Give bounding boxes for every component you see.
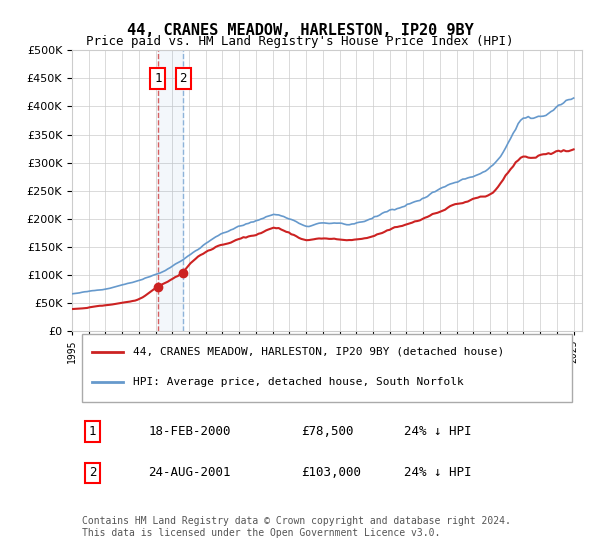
Text: 2: 2 [179, 72, 187, 85]
Text: £78,500: £78,500 [302, 425, 354, 438]
Text: 18-FEB-2000: 18-FEB-2000 [149, 425, 231, 438]
Text: Price paid vs. HM Land Registry's House Price Index (HPI): Price paid vs. HM Land Registry's House … [86, 35, 514, 49]
Text: 1: 1 [89, 425, 96, 438]
Text: 2: 2 [89, 466, 96, 479]
FancyBboxPatch shape [82, 334, 572, 402]
Text: HPI: Average price, detached house, South Norfolk: HPI: Average price, detached house, Sout… [133, 376, 464, 386]
Text: 24% ↓ HPI: 24% ↓ HPI [404, 466, 471, 479]
Text: 24% ↓ HPI: 24% ↓ HPI [404, 425, 471, 438]
Text: Contains HM Land Registry data © Crown copyright and database right 2024.
This d: Contains HM Land Registry data © Crown c… [82, 516, 511, 538]
Bar [158, 50, 183, 331]
Text: 44, CRANES MEADOW, HARLESTON, IP20 9BY (detached house): 44, CRANES MEADOW, HARLESTON, IP20 9BY (… [133, 347, 505, 357]
Text: £103,000: £103,000 [302, 466, 361, 479]
Text: 44, CRANES MEADOW, HARLESTON, IP20 9BY: 44, CRANES MEADOW, HARLESTON, IP20 9BY [127, 24, 473, 38]
Text: 1: 1 [154, 72, 161, 85]
Text: 24-AUG-2001: 24-AUG-2001 [149, 466, 231, 479]
